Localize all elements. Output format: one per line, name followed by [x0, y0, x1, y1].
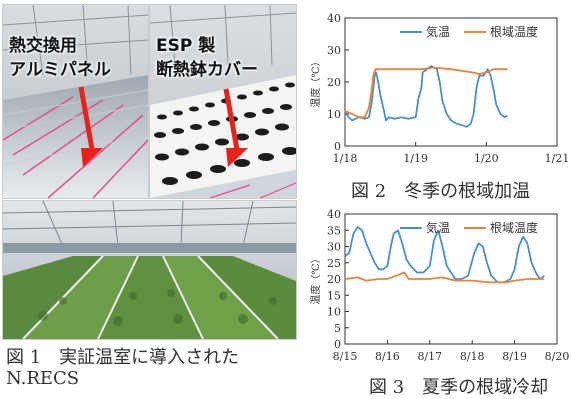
- x-tick-label: 8/18: [460, 350, 485, 363]
- summer-root-zone-cooling-chart: 0 5 10 15 20 25 30 35 40 8/15 8/16 8/17 8/18 8/19 8/20…: [309, 208, 570, 363]
- fig1-caption-line1: 図 1 実証温室に導入された: [6, 347, 240, 368]
- fig1-caption-line2: N.RECS: [6, 368, 80, 389]
- y-tick-label: 20: [327, 76, 341, 89]
- series-line-air-temp: [344, 65, 508, 128]
- panel-label-line1: 熱交換用: [9, 36, 77, 56]
- y-tick-label: 0: [334, 140, 341, 153]
- y-tick-label: 5: [334, 322, 341, 335]
- fig2-caption: 図 2 冬季の根域加温: [351, 181, 531, 202]
- y-tick-label: 10: [327, 108, 341, 121]
- y-tick-label: 35: [327, 224, 341, 237]
- y-tick-label: 30: [327, 44, 341, 57]
- y-tick-label: 10: [327, 306, 341, 319]
- x-tick-label: 1/20: [474, 152, 499, 165]
- y-tick-label: 40: [327, 12, 341, 25]
- x-tick-label: 8/20: [545, 350, 570, 363]
- greenhouse-photo: [2, 200, 297, 340]
- x-tick-label: 1/18: [333, 152, 358, 165]
- legend-label: 根域温度: [490, 24, 538, 39]
- x-tick-label: 1/21: [545, 152, 570, 165]
- series-line-root-zone-temp: [344, 271, 545, 284]
- greenhouse-illustration: [3, 201, 296, 339]
- cover-label-line1: ESP 製: [156, 36, 216, 56]
- series-line-air-temp: [344, 226, 545, 284]
- x-tick-label: 8/16: [375, 350, 400, 363]
- y-axis-label: 温度（℃）: [309, 253, 322, 304]
- x-tick-label: 8/17: [417, 350, 442, 363]
- y-axis-label: 温度（℃）: [309, 56, 322, 107]
- y-tick-label: 0: [334, 338, 341, 351]
- aluminum-panel-illustration: [3, 5, 148, 198]
- y-tick-label: 20: [327, 273, 341, 286]
- x-tick-label: 8/15: [333, 350, 358, 363]
- winter-root-zone-heating-chart: 0 10 20 30 40 1/18 1/19 1/20 1/21 温度（℃） 気温 根域温度: [309, 12, 570, 165]
- panel-label-line2: アルミパネル: [9, 60, 111, 80]
- legend-label: 根域温度: [490, 220, 538, 235]
- legend-label: 気温: [426, 24, 450, 39]
- y-tick-label: 40: [327, 208, 341, 221]
- series-line-root-zone-temp: [344, 66, 508, 119]
- pot-cover-illustration: [150, 5, 296, 198]
- cover-label-line2: 断熱鉢カバー: [156, 60, 258, 80]
- aluminum-panel-photo: 熱交換用 アルミパネル: [2, 4, 149, 199]
- x-tick-label: 8/19: [502, 350, 527, 363]
- y-tick-label: 25: [327, 257, 341, 270]
- fig3-caption: 図 3 夏季の根域冷却: [369, 377, 549, 398]
- y-tick-label: 30: [327, 241, 341, 254]
- insulated-pot-cover-photo: ESP 製 断熱鉢カバー: [149, 4, 297, 199]
- x-tick-label: 1/19: [403, 152, 428, 165]
- legend-label: 気温: [426, 220, 450, 235]
- y-tick-label: 15: [327, 289, 341, 302]
